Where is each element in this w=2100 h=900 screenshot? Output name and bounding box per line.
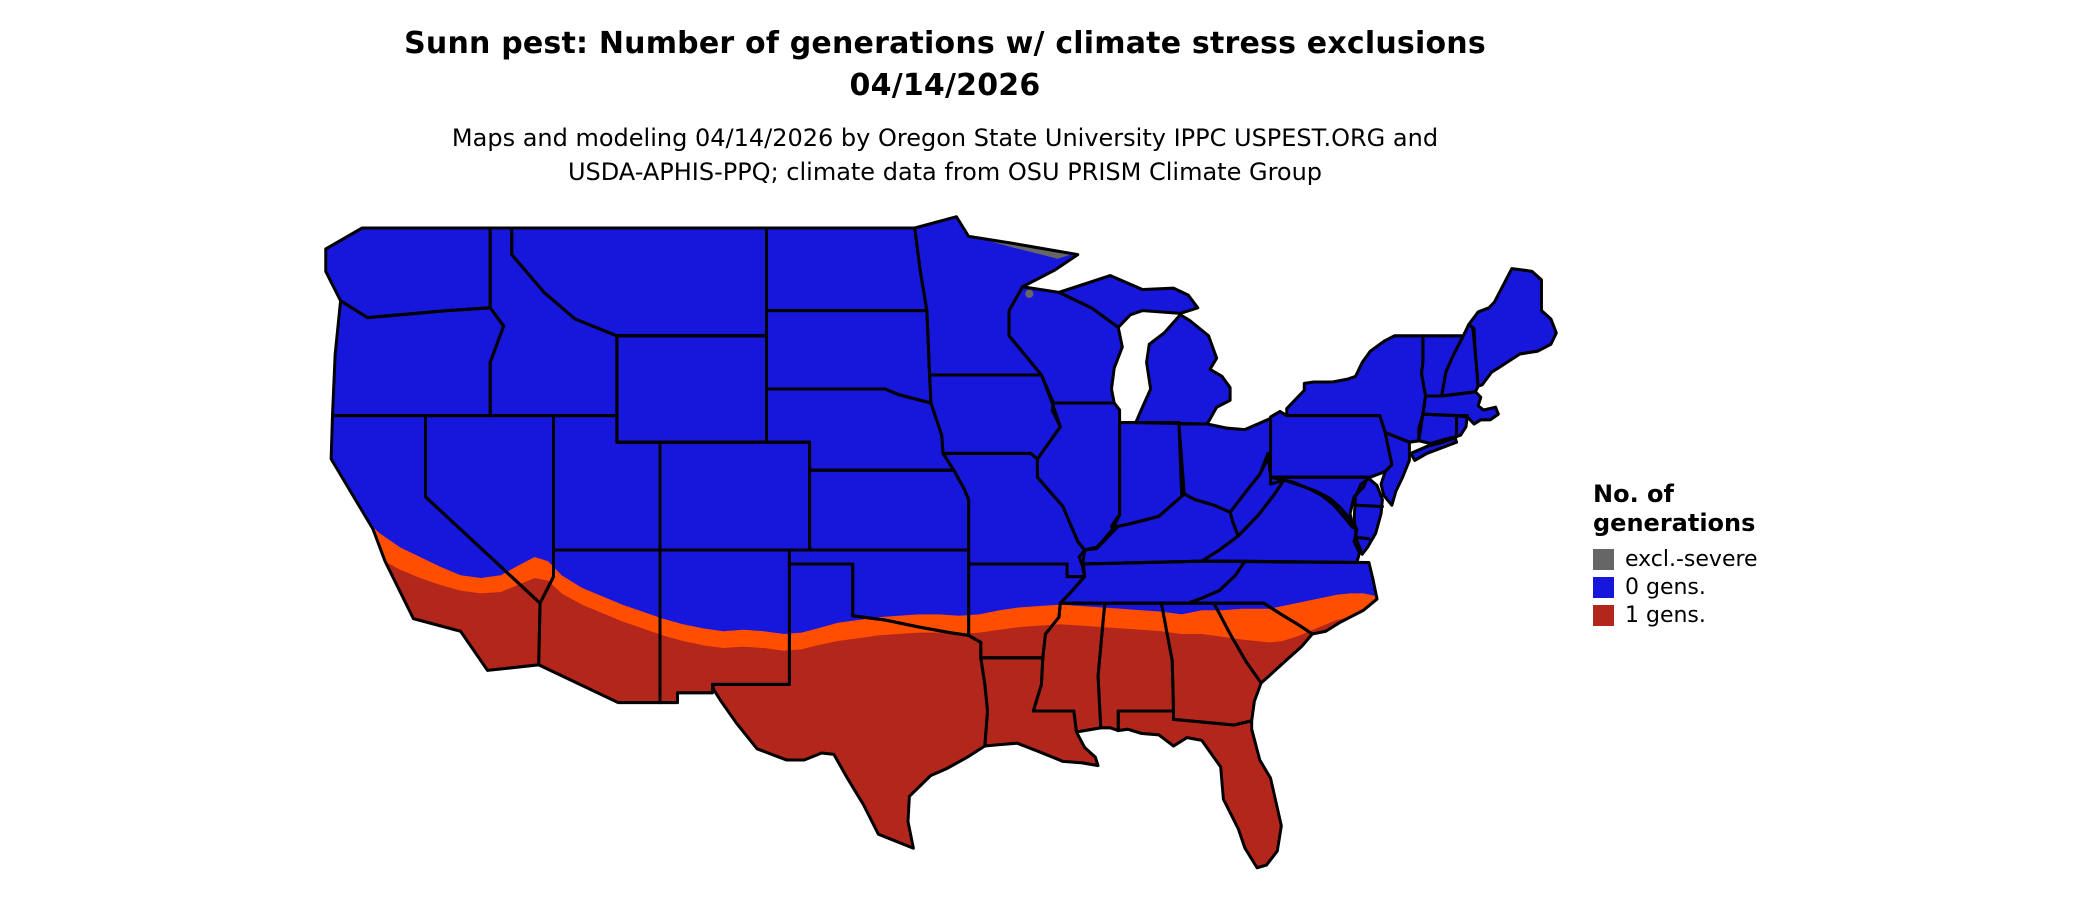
page-title-line1: Sunn pest: Number of generations w/ clim…	[404, 26, 1486, 61]
page-title-line2: 04/14/2026	[849, 68, 1041, 103]
legend-item-excl-severe: excl.-severe	[1593, 546, 1853, 572]
map-container	[319, 200, 1559, 900]
delmarva-internal-borders	[1353, 503, 1384, 541]
subtitle-line1: Maps and modeling 04/14/2026 by Oregon S…	[451, 124, 1439, 152]
legend-label-1-gens: 1 gens.	[1625, 602, 1706, 628]
legend-label-0-gens: 0 gens.	[1625, 574, 1706, 600]
legend-title-line1: No. of	[1593, 480, 1674, 508]
legend-swatch-0-gens	[1593, 576, 1614, 598]
legend-item-1-gens: 1 gens.	[1593, 602, 1853, 628]
state-borders	[324, 215, 1558, 870]
legend-swatch-1-gens	[1593, 604, 1614, 626]
legend: No. of generations excl.-severe 0 gens. …	[1593, 480, 1853, 632]
us-map	[324, 215, 1558, 870]
legend-items: excl.-severe 0 gens. 1 gens.	[1593, 546, 1853, 628]
legend-label-excl-severe: excl.-severe	[1625, 546, 1758, 572]
zone-excluded-severe-spot	[1025, 289, 1034, 298]
legend-title-line2: generations	[1593, 509, 1756, 537]
subtitle-line2: USDA-APHIS-PPQ; climate data from OSU PR…	[567, 158, 1323, 186]
legend-item-0-gens: 0 gens.	[1593, 574, 1853, 600]
legend-swatch-excl-severe	[1593, 548, 1614, 570]
